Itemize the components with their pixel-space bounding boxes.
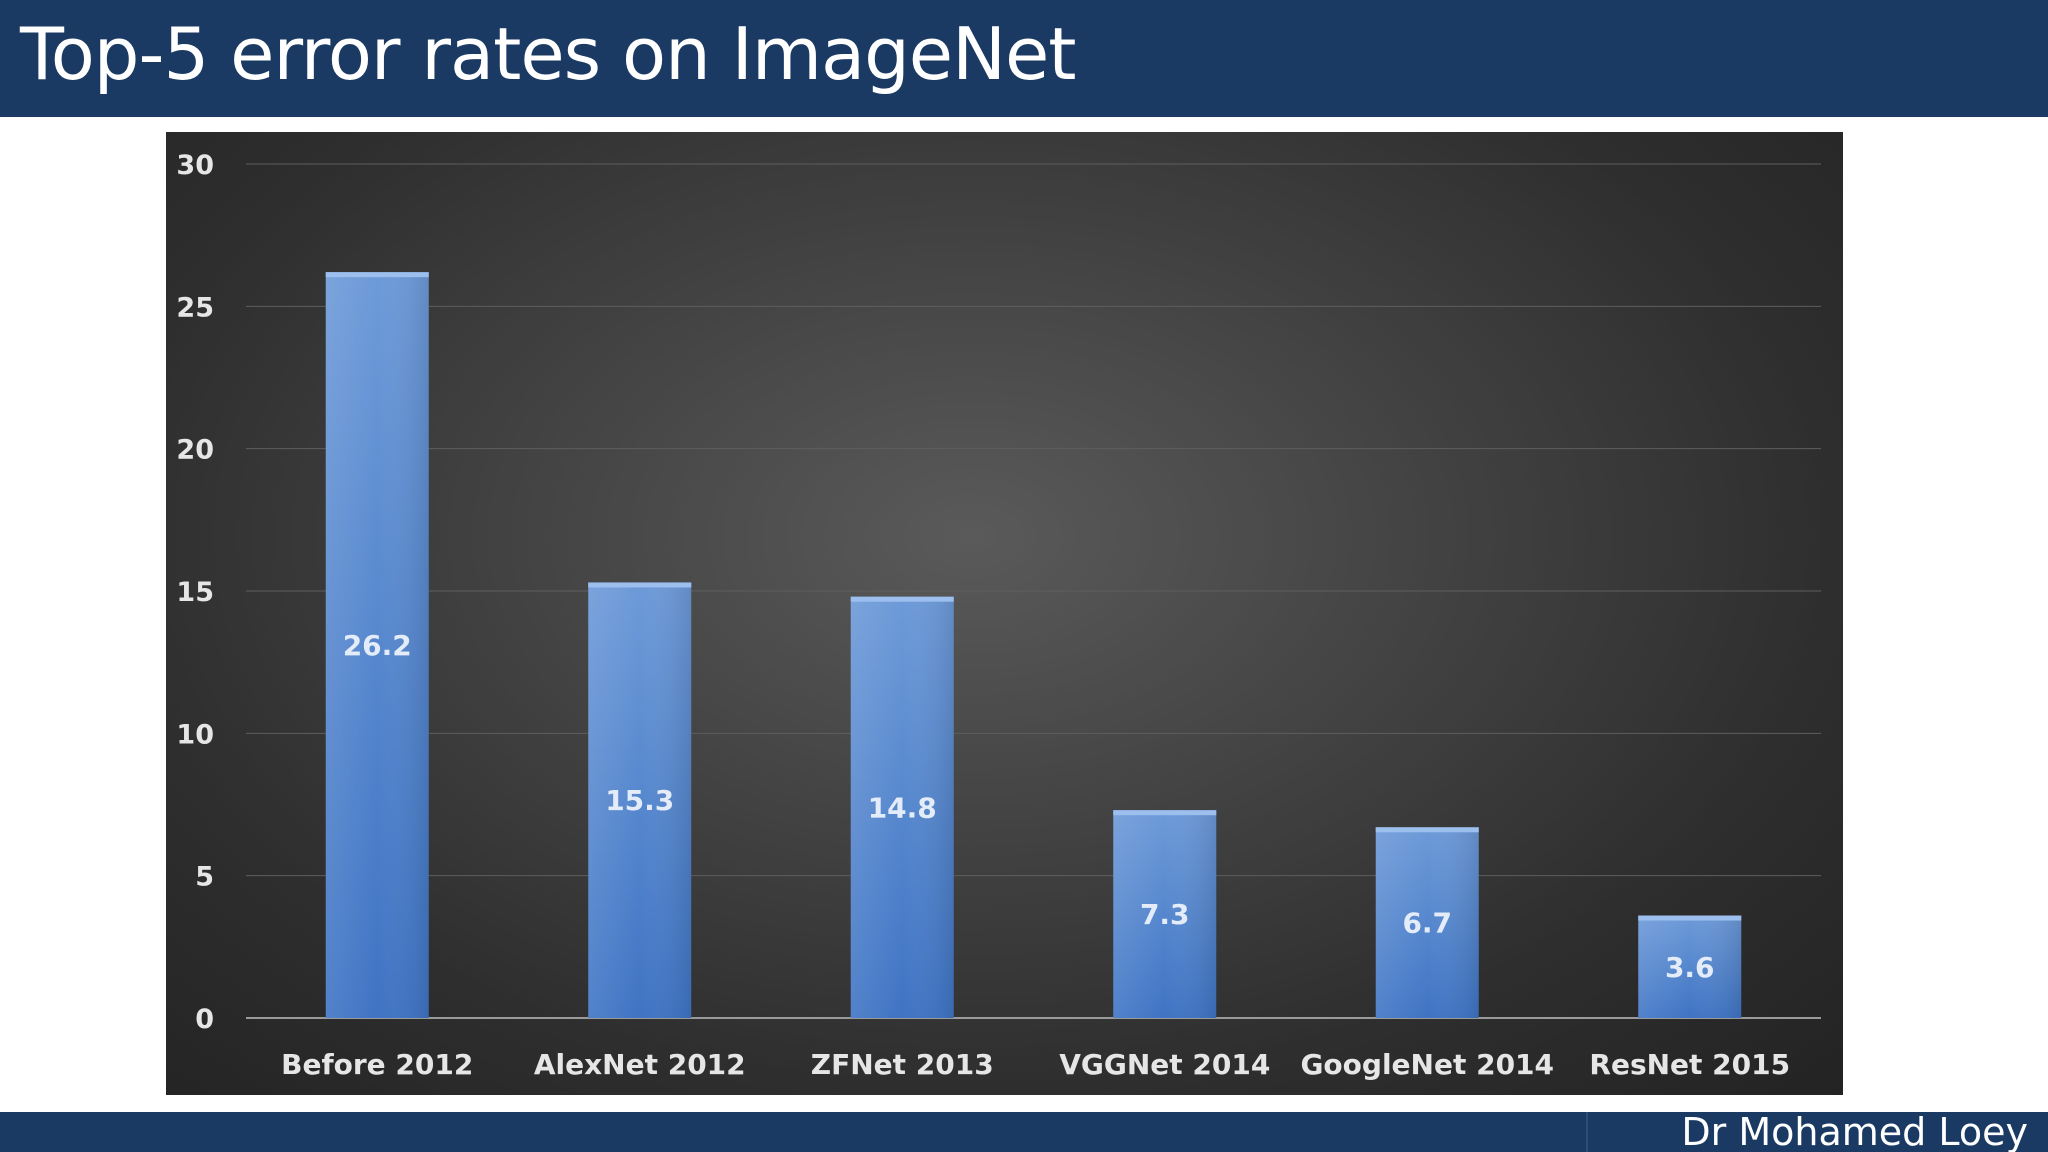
bar-top-bevel [325, 272, 429, 278]
bar-shading [325, 272, 429, 1018]
author-credit: Dr Mohamed Loey [1681, 1110, 2028, 1152]
y-tick-label: 20 [176, 435, 214, 466]
bars [325, 272, 1742, 1018]
bar-shading [588, 582, 692, 1018]
bar-shading [1638, 915, 1742, 1018]
data-label: 6.7 [1402, 907, 1452, 940]
y-tick-label: 0 [195, 1004, 214, 1035]
x-tick-label: Before 2012 [281, 1048, 473, 1081]
data-label: 7.3 [1140, 898, 1190, 931]
y-tick-label: 10 [176, 719, 214, 750]
labels: 0 5 10 15 20 25 30 26.2 Before 2012 15.3 AlexNet 2… [176, 150, 1790, 1081]
bar-top-bevel [1113, 810, 1217, 816]
gridlines [246, 163, 1821, 1019]
x-tick-label: AlexNet 2012 [534, 1048, 746, 1081]
y-tick-label: 25 [176, 292, 214, 323]
bar-shading [1113, 810, 1217, 1018]
y-tick-label: 5 [195, 862, 214, 893]
x-tick-label: VGGNet 2014 [1059, 1048, 1270, 1081]
chart-panel: 0 5 10 15 20 25 30 26.2 Before 2012 15.3 AlexNet 2… [166, 132, 1843, 1095]
x-tick-label: GoogleNet 2014 [1300, 1048, 1554, 1081]
slide-title: Top-5 error rates on ImageNet [20, 12, 1076, 96]
bar-top-bevel [1638, 915, 1742, 921]
bar-top-bevel [588, 582, 692, 588]
bar-shading [1375, 827, 1479, 1018]
footer-bar: Dr Mohamed Loey [0, 1110, 2048, 1152]
footer-divider [1586, 1112, 1588, 1152]
bar-top-bevel [850, 596, 954, 602]
y-tick-label: 30 [176, 150, 214, 181]
title-bar: Top-5 error rates on ImageNet [0, 0, 2048, 117]
data-label: 15.3 [605, 784, 674, 817]
y-tick-label: 15 [176, 577, 214, 608]
bar-shading [850, 596, 954, 1018]
bar-top-bevel [1375, 827, 1479, 833]
data-label: 3.6 [1665, 951, 1715, 984]
x-tick-label: ZFNet 2013 [811, 1048, 994, 1081]
data-label: 14.8 [868, 791, 937, 824]
bar-chart: 0 5 10 15 20 25 30 26.2 Before 2012 15.3 AlexNet 2… [176, 150, 1821, 1081]
data-label: 26.2 [343, 629, 412, 662]
x-tick-label: ResNet 2015 [1589, 1048, 1790, 1081]
